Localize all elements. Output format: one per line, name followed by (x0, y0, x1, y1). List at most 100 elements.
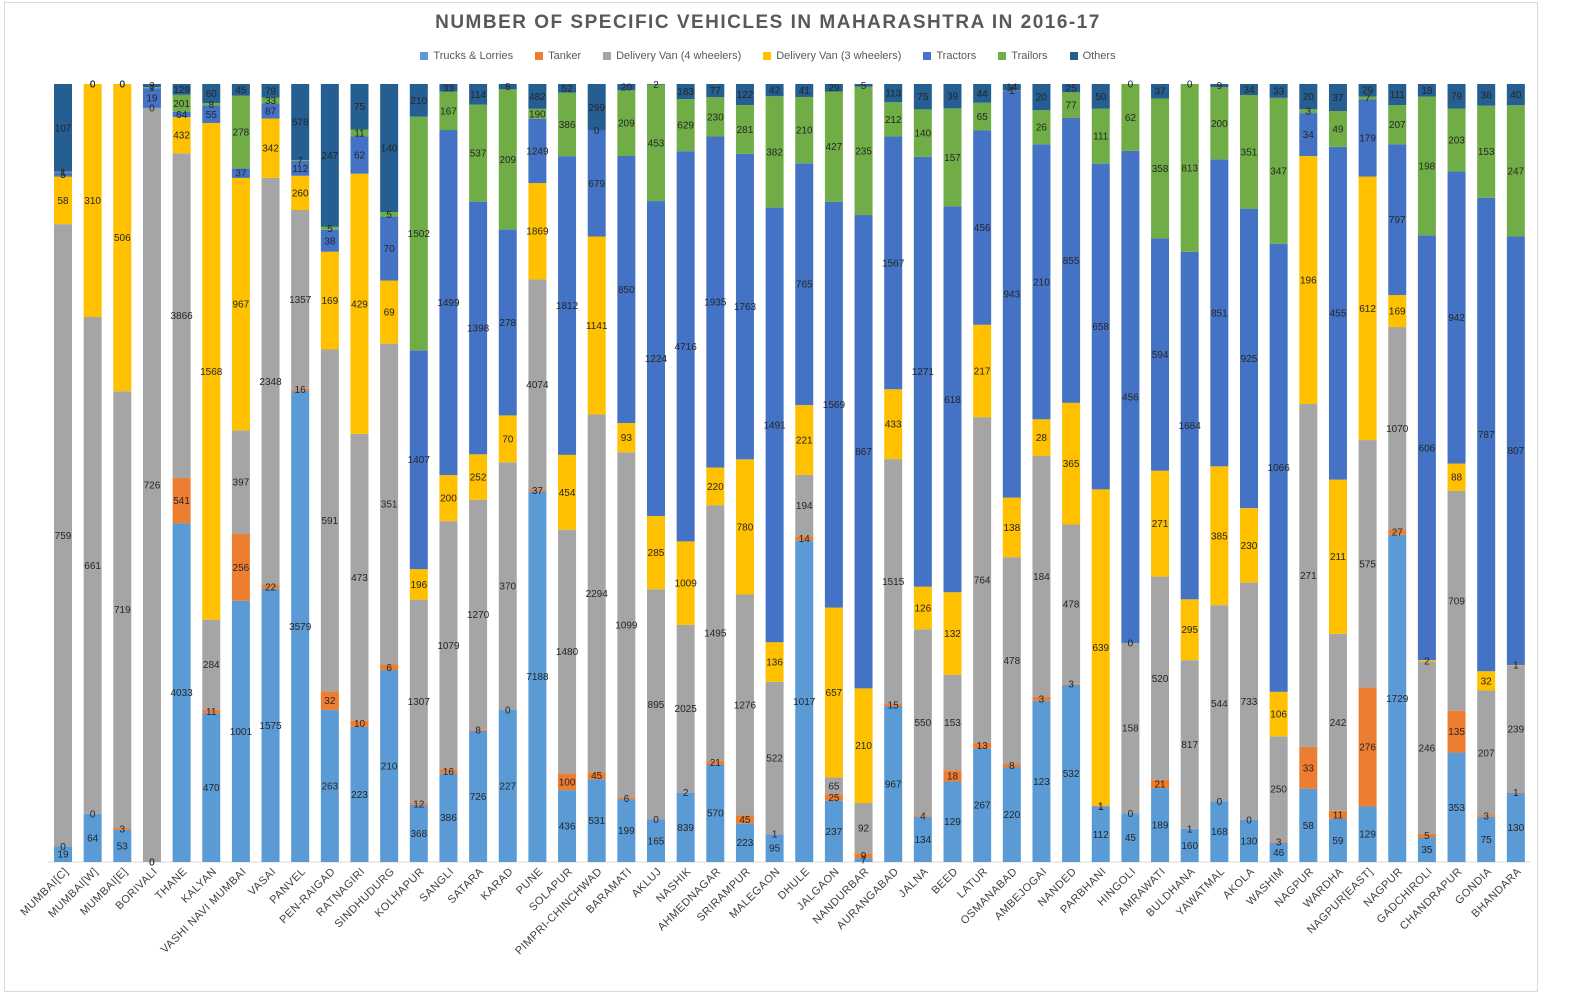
data-label: 64 (176, 110, 188, 121)
data-label: 260 (292, 188, 309, 199)
bar-segment (617, 84, 636, 91)
bar-segment (1240, 582, 1258, 820)
bar-segment (1151, 470, 1170, 577)
bar-segment (617, 799, 636, 862)
data-label: 0 (120, 80, 126, 91)
bar-segment (320, 229, 339, 252)
bar-segment (943, 108, 962, 207)
data-label: 111 (1093, 132, 1109, 143)
data-label: 299 (588, 103, 605, 114)
bar-segment (1299, 84, 1318, 110)
data-label: 8 (475, 726, 481, 737)
data-label: 32 (1481, 676, 1493, 687)
bar-segment (439, 521, 458, 770)
bar-stack (1299, 84, 1318, 862)
bar-segment (54, 171, 72, 173)
legend-entry: Trailors (998, 50, 1048, 62)
data-label: 138 (1003, 523, 1020, 534)
bar-segment (558, 454, 577, 530)
bar-segment (54, 846, 72, 862)
data-label: 207 (1389, 120, 1406, 131)
data-label: 136 (766, 658, 783, 669)
bar-segment (1506, 105, 1525, 237)
data-label: 62 (354, 150, 366, 161)
bar-segment (973, 84, 992, 103)
data-label: 1307 (408, 697, 431, 708)
bar-segment (202, 103, 221, 106)
data-label: 867 (855, 447, 872, 458)
data-label: 895 (648, 700, 665, 711)
data-label: 5 (861, 81, 867, 92)
bar-stack (884, 84, 903, 862)
bar-segment (735, 84, 754, 106)
data-label: 578 (292, 118, 309, 129)
bar-segment (1121, 642, 1140, 814)
bar-segment (587, 84, 606, 131)
data-label: 606 (1419, 443, 1436, 454)
bar-segment (1417, 235, 1436, 661)
data-label: 0 (505, 706, 511, 717)
bar-segment (943, 592, 962, 675)
bar-segment (1032, 700, 1051, 862)
bar-segment (884, 136, 903, 390)
bar-segment (202, 619, 221, 710)
bar-segment (469, 454, 488, 500)
data-label: 1001 (230, 727, 253, 738)
bar-segment (765, 84, 784, 97)
data-label: 455 (1330, 309, 1347, 320)
bar-segment (1328, 818, 1347, 862)
bar-segment (1240, 84, 1258, 96)
bar-segment (291, 175, 310, 211)
data-label: 220 (1003, 810, 1020, 821)
data-label: 522 (766, 753, 783, 764)
bar-segment (1151, 98, 1170, 239)
bar-stack (1180, 84, 1199, 862)
data-label: 157 (944, 153, 961, 164)
bar-segment (854, 853, 873, 859)
data-label: 1224 (645, 354, 668, 365)
bar-segment (1062, 92, 1081, 118)
data-label: 1270 (467, 610, 490, 621)
bar-segment (113, 84, 132, 392)
bar-segment (854, 86, 873, 216)
data-label: 679 (588, 179, 605, 190)
bar-segment (913, 586, 932, 630)
data-label: 612 (1359, 304, 1376, 315)
data-label: 153 (944, 718, 961, 729)
bar-stack (647, 84, 665, 862)
bar-segment (261, 118, 280, 178)
data-label: 456 (1122, 392, 1139, 403)
bar-stack (261, 84, 280, 862)
data-label: 18 (1421, 86, 1433, 97)
data-label: 1515 (882, 577, 905, 588)
data-label: 0 (594, 126, 600, 137)
bar-segment (261, 84, 280, 98)
data-label: 295 (1181, 625, 1198, 636)
legend-label: Delivery Van (4 wheelers) (616, 50, 742, 62)
data-label: 50 (1095, 92, 1107, 103)
data-label: 1567 (882, 258, 905, 269)
bar-segment (1477, 197, 1496, 672)
bar-segment (1506, 665, 1525, 793)
data-label: 1009 (675, 579, 698, 590)
legend-label: Trailors (1011, 50, 1048, 62)
data-label: 11 (354, 128, 365, 139)
data-label: 29 (1362, 86, 1374, 97)
bar-segment (113, 827, 132, 830)
bar-segment (1506, 792, 1525, 862)
bar-segment (54, 224, 72, 847)
data-label: 211 (1330, 552, 1346, 563)
data-label: 12 (413, 799, 425, 810)
data-label: 140 (381, 143, 398, 154)
data-label: 1 (1513, 661, 1519, 672)
bar-segment (1388, 105, 1407, 145)
data-label: 20 (1303, 92, 1315, 103)
data-label: 100 (559, 777, 576, 788)
category-label: JALNA (896, 866, 931, 901)
bar-segment (439, 130, 458, 476)
bar-segment (469, 201, 488, 455)
data-label: 38 (324, 236, 336, 247)
data-label: 1 (772, 830, 778, 841)
bar-segment (528, 279, 547, 490)
bar-stack (617, 84, 636, 862)
